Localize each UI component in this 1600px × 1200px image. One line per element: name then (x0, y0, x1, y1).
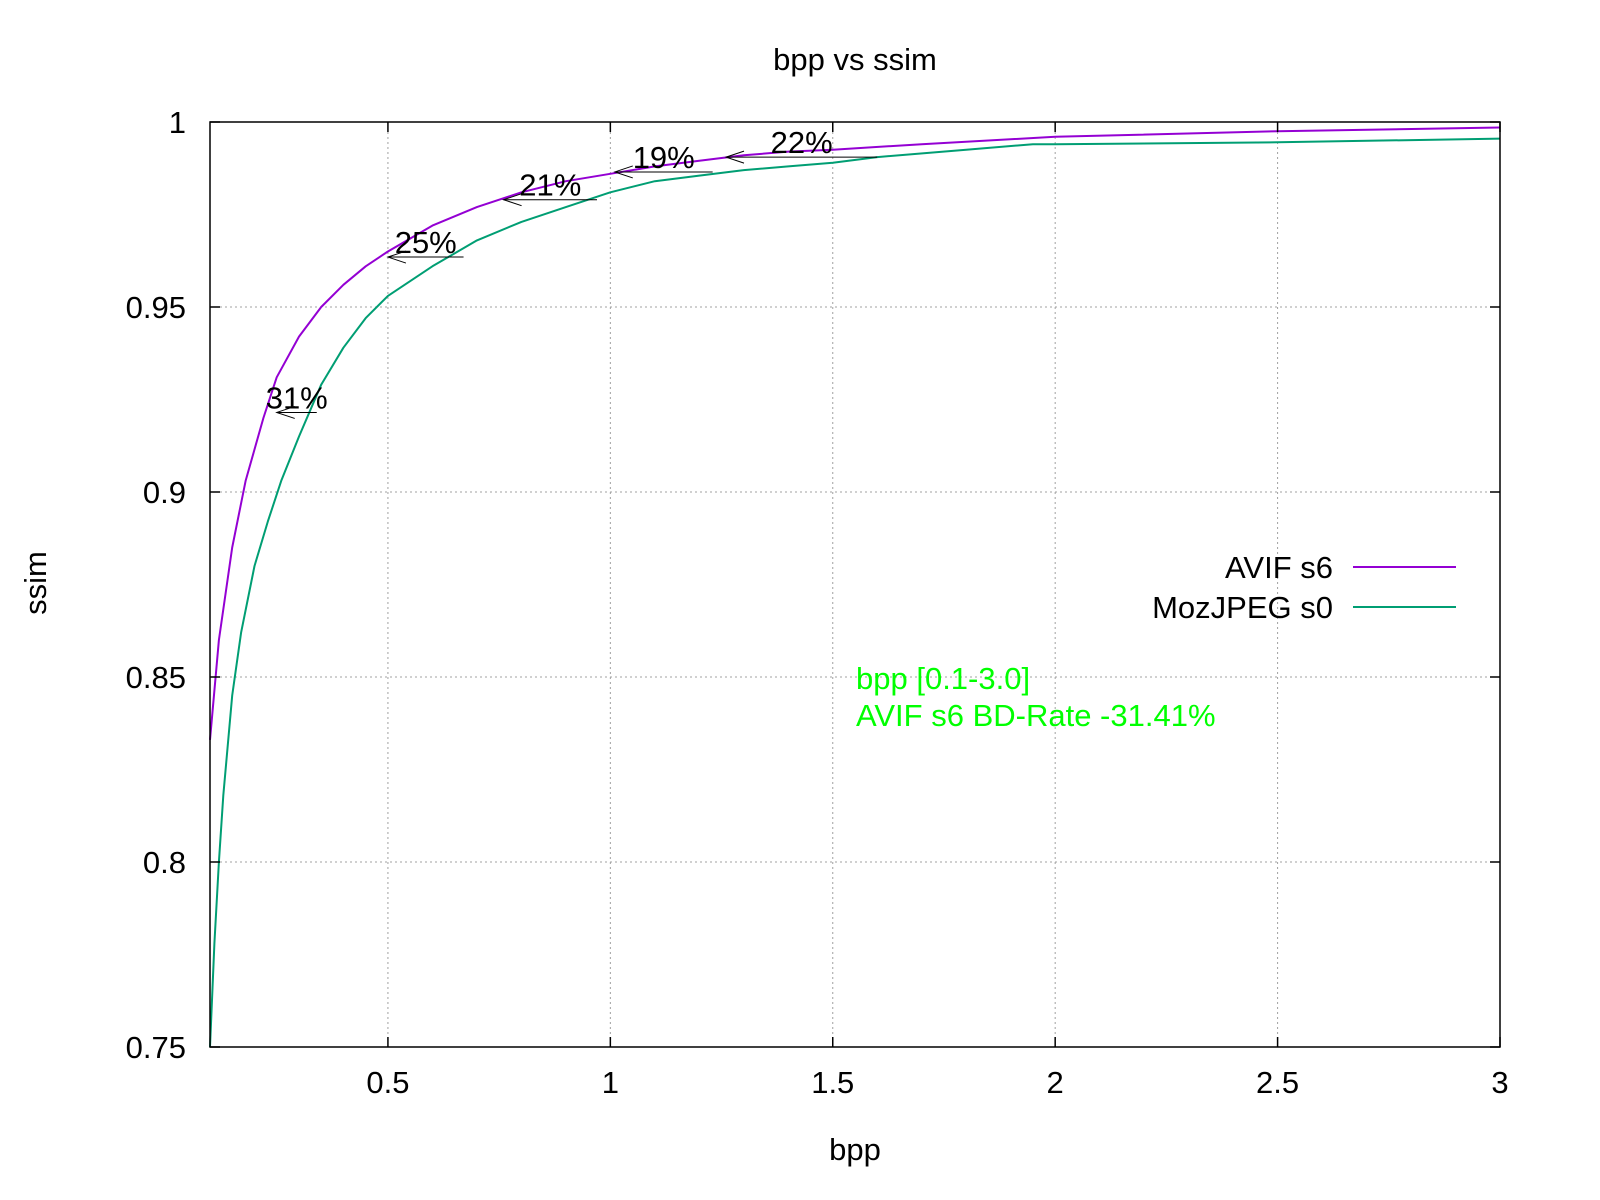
annotation-arrowhead (613, 165, 633, 179)
x-tick-label: 2.5 (1256, 1065, 1299, 1100)
y-axis-label: ssim (18, 551, 53, 615)
annotation-arrowhead (386, 250, 407, 264)
x-tick-label: 1.5 (811, 1065, 854, 1100)
annotation-label: 25% (395, 225, 457, 260)
legend-label-mozjpeg: MozJPEG s0 (1152, 590, 1333, 625)
legend-label-avif: AVIF s6 (1225, 550, 1333, 585)
x-tick-label: 0.5 (366, 1065, 409, 1100)
legend: AVIF s6 MozJPEG s0 (1152, 550, 1456, 625)
x-axis-label: bpp (829, 1132, 881, 1167)
annotations: 31% 25% 21% 19% 22% (266, 125, 878, 419)
plot-frame (209, 121, 1501, 1048)
annotation-arrowhead (724, 150, 745, 164)
annotation-label: 31% (266, 380, 328, 415)
x-tick-label: 2 (1047, 1065, 1064, 1100)
note-bpp-range: bpp [0.1-3.0] (856, 661, 1030, 696)
series-layer (209, 126, 1501, 1048)
annotation-arrowhead (275, 405, 295, 419)
series-line-mozjpeg (209, 137, 1501, 1048)
x-tick-label: 1 (602, 1065, 619, 1100)
annotation-label: 19% (633, 140, 695, 175)
note-bd-rate: AVIF s6 BD-Rate -31.41% (856, 698, 1216, 733)
y-tick-label: 1 (169, 105, 186, 140)
bd-rate-note: bpp [0.1-3.0] AVIF s6 BD-Rate -31.41% (856, 661, 1216, 733)
y-tick-label: 0.95 (126, 290, 186, 325)
series-line-avif (209, 126, 1501, 740)
grid (210, 122, 1500, 1047)
annotation-label: 22% (771, 125, 833, 160)
y-tick-label: 0.75 (126, 1030, 186, 1065)
chart-title: bpp vs ssim (773, 42, 937, 77)
annotation-arrowhead (502, 193, 522, 207)
y-tick-label: 0.9 (143, 475, 186, 510)
x-tick-label: 3 (1491, 1065, 1508, 1100)
y-tick-label: 0.8 (143, 845, 186, 880)
y-tick-label: 0.85 (126, 660, 186, 695)
ticks: 0.5 1 1.5 2 2.5 3 0.75 0.8 0.85 0.9 0.95 1 (126, 105, 1509, 1100)
annotation-label: 21% (519, 168, 581, 203)
